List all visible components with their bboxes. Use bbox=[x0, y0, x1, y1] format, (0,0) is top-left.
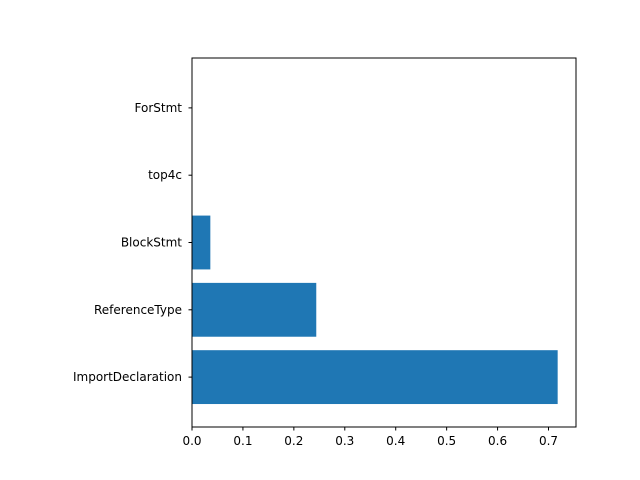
y-tick-label: ImportDeclaration bbox=[73, 370, 182, 384]
x-axis: 0.0 0.1 0.2 0.3 0.4 0.5 0.6 0.7 bbox=[182, 427, 558, 448]
x-tick-label: 0.7 bbox=[539, 434, 558, 448]
bar-importdeclaration bbox=[192, 350, 558, 405]
y-tick-label: ReferenceType bbox=[94, 303, 182, 317]
bars-group bbox=[192, 215, 558, 405]
y-tick-label: ForStmt bbox=[135, 101, 183, 115]
x-tick-label: 0.4 bbox=[386, 434, 405, 448]
x-tick-label: 0.1 bbox=[233, 434, 252, 448]
x-tick-label: 0.2 bbox=[284, 434, 303, 448]
x-tick-label: 0.3 bbox=[335, 434, 354, 448]
bar-blockstmt bbox=[192, 215, 211, 270]
plot-frame bbox=[191, 57, 577, 428]
y-axis: ImportDeclaration ReferenceType BlockStmt t… bbox=[73, 101, 192, 384]
bar-referencetype bbox=[192, 282, 317, 337]
x-tick-label: 0.5 bbox=[437, 434, 456, 448]
x-tick-label: 0.6 bbox=[488, 434, 507, 448]
x-tick-label: 0.0 bbox=[182, 434, 201, 448]
y-tick-label: top4c bbox=[148, 168, 182, 182]
y-tick-label: BlockStmt bbox=[121, 236, 182, 250]
